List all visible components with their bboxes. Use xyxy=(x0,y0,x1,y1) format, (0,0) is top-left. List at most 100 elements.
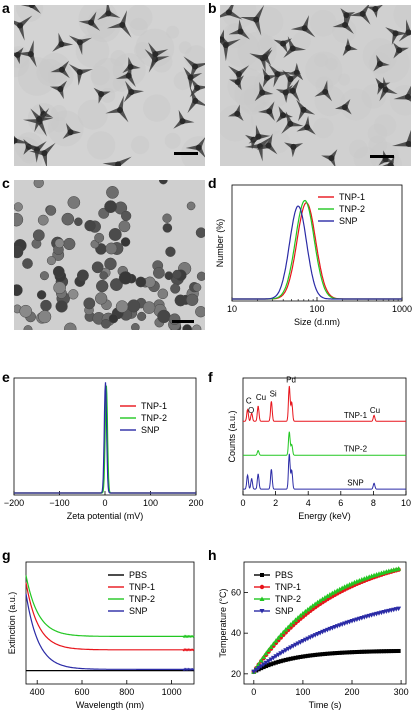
x-tick-label-e: 0 xyxy=(102,498,107,508)
background-speckle xyxy=(348,139,368,159)
nanostar-core xyxy=(76,69,83,76)
nanostar-core xyxy=(301,25,308,32)
nanostar xyxy=(123,80,144,103)
nanostar-core xyxy=(287,76,294,83)
nanostar-core xyxy=(287,120,294,127)
background-speckle xyxy=(310,9,337,37)
nanostar-core xyxy=(58,66,65,73)
nanostar-arm xyxy=(77,71,83,86)
panel-label-e: e xyxy=(2,369,10,385)
nanostar-core xyxy=(280,112,287,119)
marker-square xyxy=(260,573,264,577)
marker-square xyxy=(264,664,269,669)
nanostar-arm xyxy=(239,17,257,23)
panel-label-a: a xyxy=(2,0,10,16)
spherical-nanoparticle xyxy=(110,278,123,291)
marker-square xyxy=(362,649,367,654)
marker-triangle xyxy=(295,615,301,620)
nanostar xyxy=(284,142,304,158)
marker-square xyxy=(283,657,288,662)
marker-triangle xyxy=(268,644,274,649)
x-tick-label-f: 10 xyxy=(401,498,411,508)
nanostar xyxy=(385,27,408,45)
spherical-nanoparticle xyxy=(142,301,156,314)
background-speckle xyxy=(315,76,333,94)
nanostar-arm xyxy=(39,116,54,122)
nanostar xyxy=(349,5,371,25)
y-axis-title-d: Number (%) xyxy=(215,219,225,268)
plot-frame-g xyxy=(25,561,195,685)
nanostar-arm xyxy=(29,150,45,156)
marker-triangle xyxy=(317,598,323,603)
scale-bar-a xyxy=(174,152,198,155)
spherical-nanoparticle xyxy=(115,300,129,313)
nanostar-arm xyxy=(117,95,124,111)
nanostar xyxy=(256,133,278,155)
series-label-f-tnp-2: TNP-2 xyxy=(344,445,368,454)
nanostar-core xyxy=(289,45,296,52)
tem-image-b xyxy=(220,5,411,166)
nanostar xyxy=(68,63,93,86)
x-tick-label-h: 100 xyxy=(295,687,310,697)
nanostar xyxy=(290,15,316,38)
nanostar xyxy=(228,104,244,122)
series-h-snp xyxy=(251,606,402,675)
marker-triangle-down xyxy=(251,669,257,675)
nanostar-arm xyxy=(257,145,263,162)
nanostar xyxy=(228,65,250,88)
marker-triangle xyxy=(320,596,326,602)
nanostar-arm xyxy=(405,19,411,33)
spherical-nanoparticle xyxy=(67,196,81,209)
nanostar-arm xyxy=(197,85,205,91)
nanostar-core xyxy=(376,61,383,68)
x-tick-label-d: 10 xyxy=(227,304,237,314)
nanostar-core xyxy=(372,6,379,13)
marker-square xyxy=(379,649,384,654)
marker-triangle xyxy=(259,596,265,601)
nanostar xyxy=(14,15,33,41)
nanostar-arm xyxy=(102,161,119,166)
background-speckle xyxy=(100,87,116,103)
nanostar-arm xyxy=(406,127,411,145)
marker-triangle-down xyxy=(259,609,265,614)
nanostar xyxy=(14,47,24,65)
background-speckle xyxy=(50,104,68,122)
marker-square xyxy=(372,649,377,654)
spherical-nanoparticle xyxy=(68,289,79,300)
nanostar xyxy=(393,82,411,107)
nanostar-arm xyxy=(290,25,305,31)
nanostar-arm xyxy=(258,134,271,140)
spherical-nanoparticle xyxy=(118,271,133,285)
nanostar-arm xyxy=(79,69,93,75)
nanostar xyxy=(281,111,304,134)
x-tick-label-f: 2 xyxy=(273,498,278,508)
nanostar xyxy=(398,19,411,42)
marker-triangle xyxy=(310,603,316,608)
spherical-nanoparticle xyxy=(172,269,182,279)
x-axis-title-h: Time (s) xyxy=(309,700,342,710)
series-h-pbs xyxy=(251,648,401,674)
marker-triangle xyxy=(275,635,281,640)
marker-square xyxy=(342,650,347,655)
panel-label-f: f xyxy=(208,369,213,385)
marker-triangle xyxy=(280,629,286,635)
nanostar-core xyxy=(179,118,186,125)
background-speckle xyxy=(178,41,192,54)
background-speckle xyxy=(142,94,171,122)
background-speckle xyxy=(338,73,351,86)
spherical-nanoparticle xyxy=(108,313,119,324)
marker-square xyxy=(276,659,281,664)
peak-label-f: Cu xyxy=(370,406,380,415)
series-label-f-tnp-1: TNP-1 xyxy=(344,411,368,420)
legend-label-snp: SNP xyxy=(275,606,294,616)
series-line-f-tnp-2 xyxy=(243,431,406,456)
spherical-nanoparticle xyxy=(135,276,147,288)
marker-square xyxy=(293,655,298,660)
spherical-nanoparticle xyxy=(14,212,24,227)
marker-square xyxy=(305,653,310,658)
nanostar-arm xyxy=(14,137,31,144)
peak-label-f: Pd xyxy=(286,376,296,385)
marker-square xyxy=(288,656,293,661)
